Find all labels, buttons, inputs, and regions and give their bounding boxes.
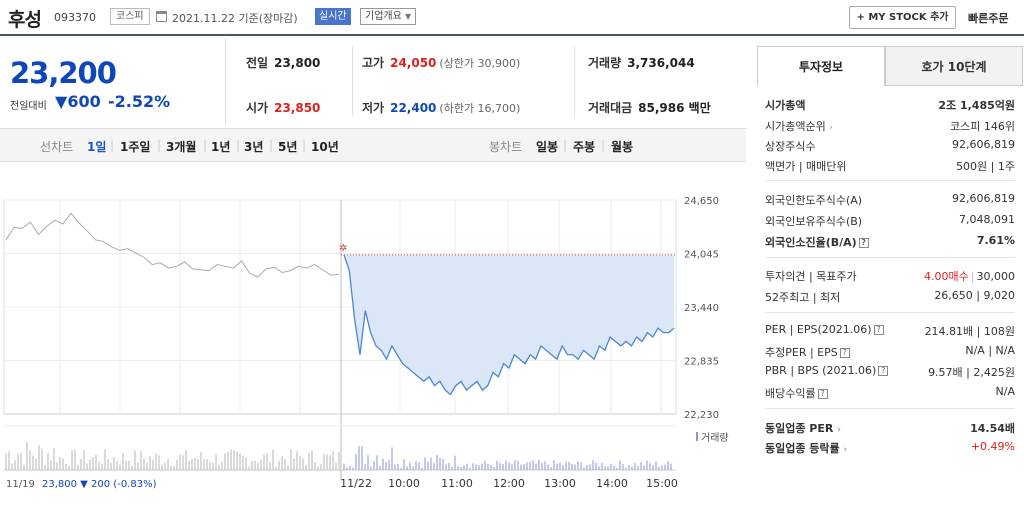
trading-amount: 거래대금 85,986 백만: [588, 101, 711, 115]
foreign-limit-row: 외국인한도주식수(A) 92,606,819: [765, 192, 1015, 207]
prev-day-date: 11/19: [6, 479, 35, 490]
y-tick-label: 22,835: [684, 357, 719, 368]
tab-weekly[interactable]: 주봉: [573, 140, 596, 154]
chart-period-tabs: 선차트 1일 | 1주일 | 3개월 | 1년 | 3년 | 5년 | 10년 …: [0, 128, 746, 162]
dividend-row: 배당수익률? N/A: [765, 385, 1015, 400]
prev-day-price: 23,800 ▼ 200 (-0.83%): [42, 479, 157, 490]
volume-legend-swatch: [696, 432, 698, 441]
market-cap-row: 시가총액 2조 1,485억원: [765, 99, 1015, 112]
today-price-line: [343, 254, 675, 396]
stock-header: 후성 093370 코스피 2021.11.22 기준(장마감) 실시간 기업개…: [0, 0, 1024, 36]
x-tick-label: 11:00: [441, 477, 473, 490]
y-tick-label: 23,440: [684, 303, 719, 314]
tab-daily[interactable]: 일봉: [536, 140, 559, 154]
down-arrow-icon: ▼: [55, 92, 68, 111]
info-tabs: 투자정보 호가 10단계: [757, 46, 1023, 86]
divider: [574, 46, 575, 116]
divider: [765, 408, 1015, 409]
high-price: 고가 24,050 (상한가 30,900): [362, 56, 521, 70]
help-icon: ?: [839, 348, 850, 358]
price-fill-area: [344, 254, 674, 395]
tab-orderbook[interactable]: 호가 10단계: [885, 46, 1023, 86]
52week-row: 52주최고 | 최저 26,650 | 9,020: [765, 289, 1015, 304]
y-tick-label: 22,230: [684, 410, 719, 421]
x-tick-label: 14:00: [596, 477, 628, 490]
divider: [765, 257, 1015, 258]
base-date: 2021.11.22 기준(장마감): [172, 12, 298, 25]
divider: [352, 46, 353, 116]
par-value-row: 액면가 | 매매단위 500원 | 1주: [765, 160, 1015, 173]
foreign-ratio-row: 외국인소진율(B/A)? 7.61%: [765, 234, 1015, 249]
divider: [765, 180, 1015, 181]
help-icon: ?: [873, 325, 884, 335]
trading-volume: 거래량 3,736,044: [588, 56, 695, 70]
price-change: ▼600: [55, 92, 101, 111]
x-tick-label: 15:00: [646, 477, 678, 490]
chevron-right-icon: ›: [843, 445, 848, 455]
tab-1d[interactable]: 1일: [87, 140, 107, 154]
open-price: 시가 23,850: [246, 101, 321, 115]
add-my-stock-button[interactable]: + MY STOCK 추가: [849, 6, 956, 29]
tab-10y[interactable]: 10년: [311, 140, 339, 154]
tab-5y[interactable]: 5년: [278, 140, 298, 154]
help-icon: ?: [858, 238, 869, 248]
help-icon: ?: [878, 366, 889, 376]
est-per-row: 추정PER | EPS? N/A | N/A: [765, 344, 1015, 359]
open-marker: ✲: [339, 243, 347, 254]
chevron-down-icon: ▼: [405, 12, 412, 21]
realtime-badge[interactable]: 실시간: [315, 8, 351, 25]
change-percent: -2.52%: [108, 92, 171, 111]
x-tick-label: 13:00: [544, 477, 576, 490]
stock-code: 093370: [54, 11, 96, 24]
company-overview-label: 기업개요: [365, 11, 402, 22]
company-overview-dropdown[interactable]: 기업개요 ▼: [360, 8, 417, 25]
x-tick-label: 11/22: [340, 477, 372, 490]
per-row: PER | EPS(2021.06)? 214.81배 | 108원: [765, 323, 1015, 338]
tab-invest-info[interactable]: 투자정보: [757, 46, 885, 86]
y-tick-label: 24,650: [684, 196, 719, 207]
intraday-price-chart[interactable]: 24,650 24,045 23,440 22,835 22,230 ✲ 거래량 11/22 1…: [0, 162, 746, 511]
line-chart-label: 선차트: [40, 140, 74, 154]
change-value: 600: [67, 92, 101, 111]
listed-shares-row: 상장주식수 92,606,819: [765, 138, 1015, 153]
investment-info-panel: 투자정보 호가 10단계 시가총액 2조 1,485억원 시가총액순위 › 코스피 …: [757, 46, 1023, 511]
market-badge: 코스피: [110, 8, 150, 25]
tab-3y[interactable]: 3년: [244, 140, 264, 154]
candle-chart-label: 봉차트: [489, 140, 523, 154]
chevron-right-icon: ›: [837, 425, 841, 435]
low-price: 저가 22,400 (하한가 16,700): [362, 101, 521, 115]
tab-monthly[interactable]: 월봉: [611, 140, 634, 154]
x-tick-label: 12:00: [493, 477, 525, 490]
calendar-icon: [156, 11, 167, 22]
chevron-right-icon: ›: [829, 123, 833, 133]
opinion-row: 투자의견 | 목표주가 4.00매수 | 30,000: [765, 270, 1015, 283]
market-cap-rank-row[interactable]: 시가총액순위 › 코스피 146위: [765, 120, 1015, 133]
quick-order-link[interactable]: 빠른주문: [968, 12, 1009, 25]
industry-per-row[interactable]: 동일업종 PER › 14.54배: [765, 422, 1015, 435]
prev-close: 전일 23,800: [246, 56, 321, 70]
tab-1w[interactable]: 1주일: [120, 140, 151, 154]
stock-name: 후성: [8, 9, 42, 31]
pbr-row: PBR | BPS (2021.06)? 9.57배 | 2,425원: [765, 364, 1015, 379]
foreign-holding-row: 외국인보유주식수(B) 7,048,091: [765, 213, 1015, 228]
x-tick-label: 10:00: [388, 477, 420, 490]
divider: [765, 312, 1015, 313]
help-icon: ?: [817, 389, 828, 399]
tab-1y[interactable]: 1년: [211, 140, 231, 154]
tab-3m[interactable]: 3개월: [166, 140, 197, 154]
change-label: 전일대비: [10, 101, 47, 112]
industry-change-row[interactable]: 동일업종 등락률 › +0.49%: [765, 440, 1015, 455]
y-tick-label: 24,045: [684, 250, 719, 261]
prev-day-line: [5, 212, 340, 278]
volume-legend: 거래량: [701, 432, 729, 444]
current-price: 23,200: [10, 56, 117, 90]
current-price-panel: 23,200 전일대비 ▼600 -2.52%: [0, 38, 226, 124]
